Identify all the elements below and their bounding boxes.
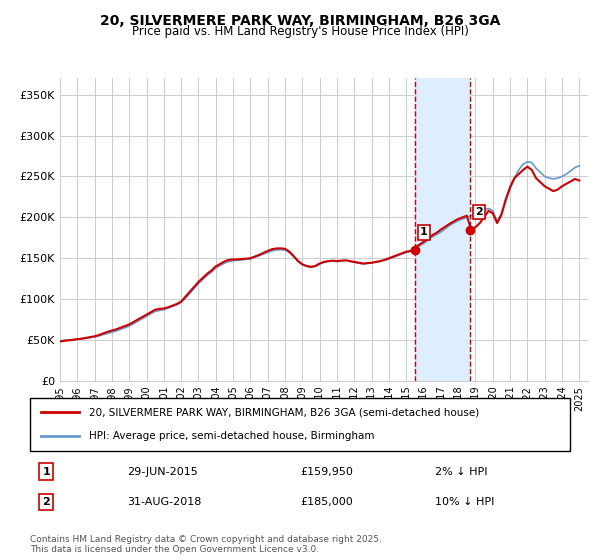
Text: 10% ↓ HPI: 10% ↓ HPI [435,497,494,507]
Text: Contains HM Land Registry data © Crown copyright and database right 2025.
This d: Contains HM Land Registry data © Crown c… [30,535,382,554]
Text: 2: 2 [475,207,483,217]
Text: 31-AUG-2018: 31-AUG-2018 [127,497,202,507]
Text: HPI: Average price, semi-detached house, Birmingham: HPI: Average price, semi-detached house,… [89,431,375,441]
Text: 29-JUN-2015: 29-JUN-2015 [127,467,198,477]
Bar [415,78,470,381]
Text: 20, SILVERMERE PARK WAY, BIRMINGHAM, B26 3GA (semi-detached house): 20, SILVERMERE PARK WAY, BIRMINGHAM, B26… [89,408,479,418]
Text: 1: 1 [420,227,428,237]
Text: 1: 1 [43,467,50,477]
Text: £159,950: £159,950 [300,467,353,477]
FancyBboxPatch shape [30,398,570,451]
Text: 20, SILVERMERE PARK WAY, BIRMINGHAM, B26 3GA: 20, SILVERMERE PARK WAY, BIRMINGHAM, B26… [100,14,500,28]
Text: £185,000: £185,000 [300,497,353,507]
Text: 2: 2 [43,497,50,507]
Text: Price paid vs. HM Land Registry's House Price Index (HPI): Price paid vs. HM Land Registry's House … [131,25,469,38]
Text: 2% ↓ HPI: 2% ↓ HPI [435,467,487,477]
